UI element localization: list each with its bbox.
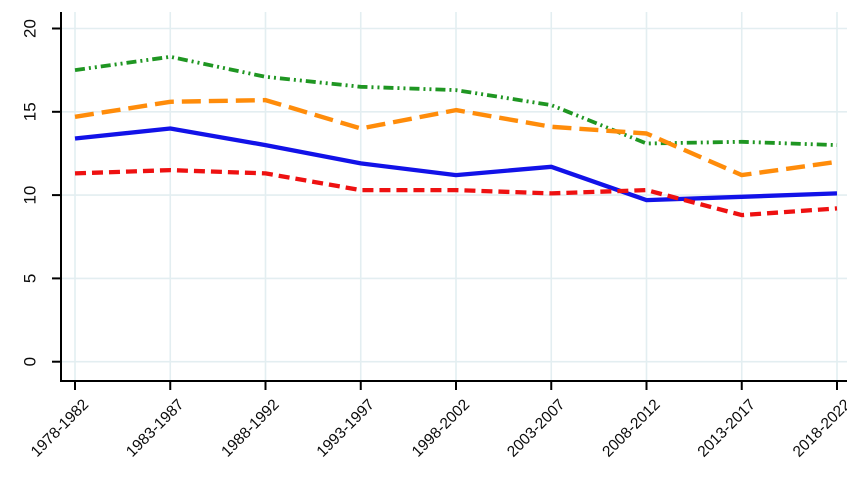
y-tick-label: 5 (21, 274, 40, 283)
series-green-dash-dot-dot (74, 54, 838, 147)
y-tick-label: 10 (21, 186, 40, 205)
y-axis-ticks: 0 5 10 15 20 (21, 19, 61, 366)
y-tick-label: 0 (21, 357, 40, 366)
axes (60, 12, 847, 382)
series-red-short-dash (74, 167, 838, 218)
series-blue-solid (74, 126, 838, 203)
y-tick-label: 20 (21, 19, 40, 38)
y-tick-label: 15 (21, 102, 40, 121)
series-orange-long-dash (74, 97, 838, 178)
